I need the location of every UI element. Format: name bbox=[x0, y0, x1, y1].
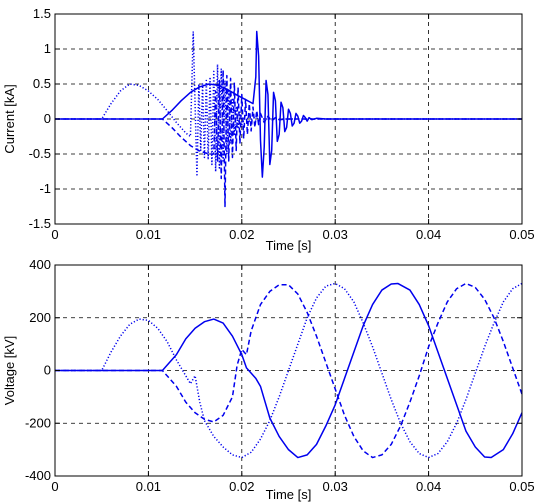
x-tick-label: 0.01 bbox=[136, 479, 161, 494]
current-plot: 0 0.01 0.02 0.03 0.04 0.05 -1.5 -1 -0.5 0 0.5 1 1.5 T… bbox=[2, 6, 535, 253]
y-tick-label: 0.5 bbox=[33, 76, 51, 91]
x-tick-label: 0.05 bbox=[509, 227, 534, 242]
x-tick-label: 0.01 bbox=[136, 227, 161, 242]
y-tick-label: -1.5 bbox=[29, 216, 51, 231]
x-tick-label: 0.04 bbox=[416, 227, 441, 242]
y-tick-label: 0 bbox=[44, 363, 51, 378]
x-tick-label: 0.02 bbox=[229, 227, 254, 242]
series-line-solid bbox=[55, 282, 522, 459]
x-tick-label: 0.04 bbox=[416, 479, 441, 494]
x-tick-label: 0.05 bbox=[509, 479, 534, 494]
x-axis-label: Time [s] bbox=[266, 238, 312, 253]
x-tick-label: 0 bbox=[51, 479, 58, 494]
x-tick-label: 0.02 bbox=[229, 479, 254, 494]
y-tick-label: -200 bbox=[25, 415, 51, 430]
series-group bbox=[55, 282, 522, 459]
x-tick-label: 0 bbox=[51, 227, 58, 242]
y-tick-label: 400 bbox=[29, 257, 51, 272]
x-axis-label: Time [s] bbox=[266, 487, 312, 502]
series-line-dashed bbox=[55, 282, 522, 459]
series-line-dotted bbox=[55, 282, 522, 459]
y-axis-label: Voltage [kV] bbox=[2, 336, 17, 405]
x-tick-label: 0.03 bbox=[323, 479, 348, 494]
y-tick-label: -400 bbox=[25, 468, 51, 483]
y-tick-label: 0 bbox=[44, 111, 51, 126]
y-tick-label: 200 bbox=[29, 310, 51, 325]
y-tick-label: -0.5 bbox=[29, 146, 51, 161]
x-tick-label: 0.03 bbox=[323, 227, 348, 242]
y-axis-label: Current [kA] bbox=[2, 84, 17, 153]
series-group bbox=[55, 30, 522, 208]
y-tick-label: 1.5 bbox=[33, 6, 51, 21]
y-tick-label: -1 bbox=[39, 181, 51, 196]
voltage-plot: 0 0.01 0.02 0.03 0.04 0.05 -400 -200 0 200 400 Time… bbox=[2, 257, 535, 502]
y-tick-label: 1 bbox=[44, 41, 51, 56]
